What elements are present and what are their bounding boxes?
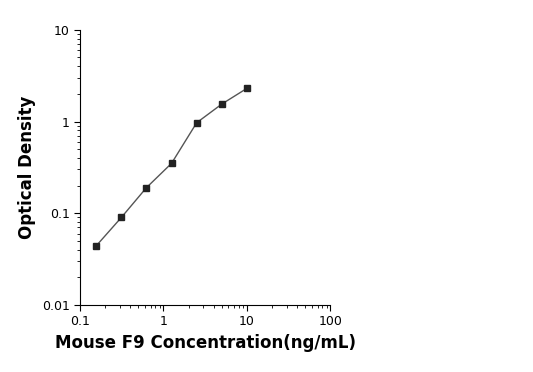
X-axis label: Mouse F9 Concentration(ng/mL): Mouse F9 Concentration(ng/mL) bbox=[55, 334, 356, 352]
Y-axis label: Optical Density: Optical Density bbox=[18, 96, 36, 239]
